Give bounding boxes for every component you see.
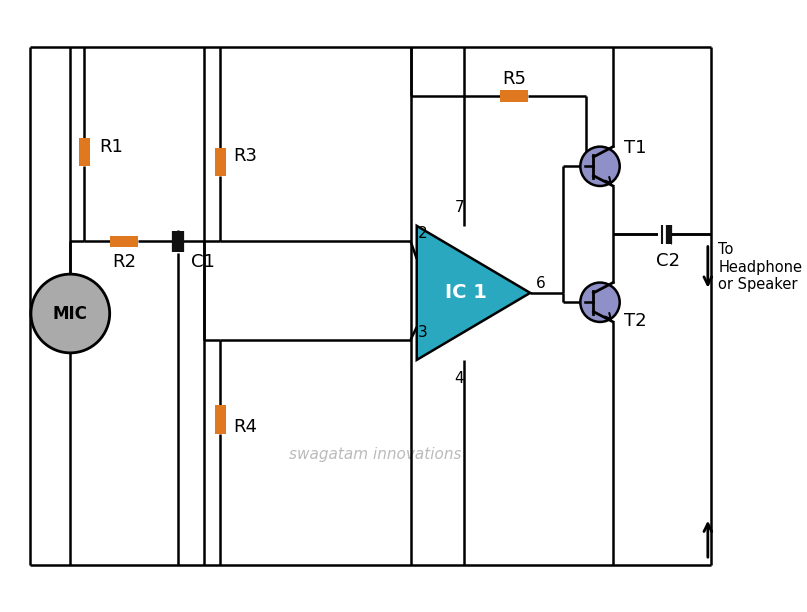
Text: swagatam innovations: swagatam innovations: [289, 447, 462, 461]
Polygon shape: [416, 226, 530, 360]
Text: IC 1: IC 1: [445, 283, 487, 302]
Text: 4: 4: [454, 371, 464, 386]
Text: 2: 2: [418, 226, 428, 241]
Text: 7: 7: [454, 200, 464, 215]
Circle shape: [580, 147, 620, 186]
Text: R1: R1: [99, 138, 123, 155]
Circle shape: [580, 283, 620, 322]
Text: R3: R3: [233, 147, 257, 165]
Text: 6: 6: [536, 276, 546, 291]
Bar: [215, 405, 226, 433]
Bar: [79, 138, 90, 166]
Text: T1: T1: [625, 138, 647, 157]
Text: T2: T2: [625, 312, 647, 330]
Text: R5: R5: [502, 70, 526, 88]
Text: 3: 3: [418, 325, 428, 340]
Text: MIC: MIC: [53, 305, 88, 323]
Text: R2: R2: [111, 253, 136, 271]
Bar: [110, 236, 138, 247]
Bar: [215, 147, 226, 176]
Bar: [660, 224, 671, 245]
Text: C2: C2: [655, 252, 679, 269]
Text: To
Headphone
or Speaker: To Headphone or Speaker: [718, 242, 802, 292]
Text: C1: C1: [191, 253, 215, 271]
Text: R4: R4: [233, 418, 257, 436]
Bar: [500, 91, 528, 102]
Circle shape: [31, 274, 110, 353]
